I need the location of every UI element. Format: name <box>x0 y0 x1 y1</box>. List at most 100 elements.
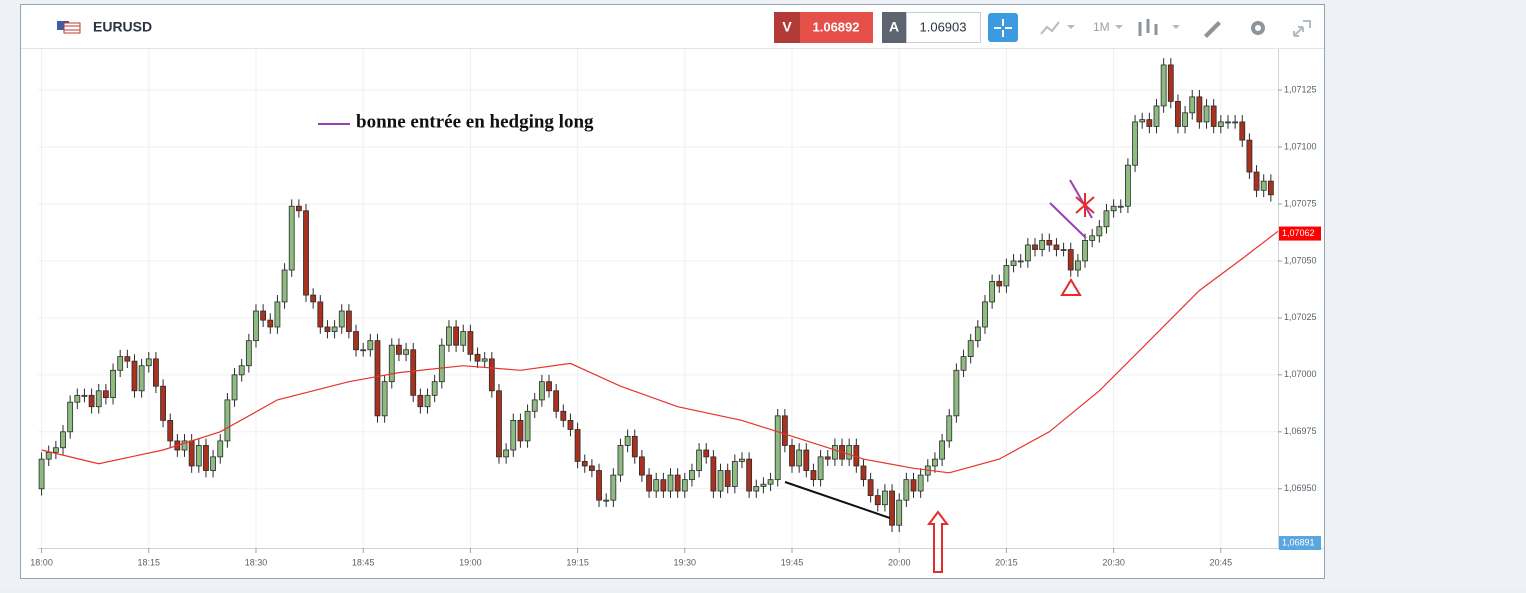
candle-body <box>610 474 617 501</box>
candle-body <box>889 490 895 526</box>
candle-body <box>653 479 660 492</box>
candle-body <box>474 353 481 362</box>
trend-line <box>784 481 891 519</box>
chart-type-icon[interactable] <box>1040 21 1060 35</box>
y-tick-label: 1,07125 <box>1284 84 1317 94</box>
candle-body <box>1039 239 1046 250</box>
candle-body <box>1046 239 1053 246</box>
candle-body <box>896 499 903 526</box>
candle-body <box>231 374 238 401</box>
candle-body <box>617 445 624 476</box>
candle-body <box>681 479 688 492</box>
candle-body <box>717 470 724 492</box>
candle-body <box>946 415 953 442</box>
candle-body <box>281 269 288 303</box>
candle-body <box>746 458 753 492</box>
fullscreen-icon[interactable] <box>1293 20 1311 37</box>
candle-body <box>1239 121 1246 141</box>
candle-body <box>932 458 938 467</box>
candle-body <box>203 445 209 471</box>
buy-price-box[interactable] <box>906 12 981 43</box>
candle-body <box>1203 105 1210 123</box>
candle-body <box>731 461 738 487</box>
candle-body <box>882 490 888 506</box>
candle-body <box>102 390 109 399</box>
draw-icon[interactable] <box>1204 21 1221 38</box>
x-tick-label: 20:30 <box>1102 557 1125 567</box>
candle-body <box>496 390 502 458</box>
candle-body <box>996 281 1003 287</box>
candle-body <box>974 326 981 342</box>
annotation: bonne entrée en hedging long <box>356 111 594 132</box>
candle-body <box>446 326 452 346</box>
candle-body <box>1167 64 1174 102</box>
candle-body <box>903 479 910 501</box>
dropdown-arrow <box>1115 25 1123 29</box>
toolbar <box>21 5 1324 48</box>
candle-body <box>917 474 924 492</box>
sell-letter-box[interactable] <box>774 12 800 43</box>
candle-body <box>338 310 345 328</box>
price-tag <box>1279 226 1321 241</box>
dropdown-arrow <box>1067 25 1075 29</box>
candle-body <box>789 445 795 467</box>
candle-body <box>581 461 588 467</box>
candle-body <box>153 358 159 387</box>
sell-price-box[interactable] <box>800 12 873 43</box>
candle-body <box>181 440 188 451</box>
candle-body <box>774 415 781 481</box>
candle-body <box>1096 226 1103 237</box>
candle-body <box>481 358 488 362</box>
candle-body <box>1067 249 1074 271</box>
buy-letter-box[interactable] <box>882 12 906 43</box>
candle-body <box>38 458 45 490</box>
candle-body <box>117 356 124 371</box>
candle-body <box>274 301 281 328</box>
candle-body <box>460 331 467 346</box>
candle-body <box>567 420 574 430</box>
candle-body <box>453 326 459 346</box>
candle-body <box>1117 205 1124 208</box>
grid: 1,06950 1,06975 1,07000 1,07025 1,07050 1,070… <box>30 49 1317 567</box>
symbol[interactable]: EURUSD <box>93 19 152 35</box>
x-tick-label: 20:00 <box>888 557 911 567</box>
candle-body <box>524 410 531 442</box>
x-tick-label: 18:45 <box>352 557 375 567</box>
sell-price[interactable]: 1.06892 <box>813 19 860 34</box>
candle-body <box>538 381 545 401</box>
candle-body <box>360 349 367 352</box>
candle-body <box>88 394 95 408</box>
candle-body <box>603 499 610 502</box>
candle-body <box>1010 260 1017 266</box>
candle-body <box>631 435 638 458</box>
candle-body <box>1232 121 1239 124</box>
candle-body <box>939 440 945 460</box>
candle-body <box>317 301 324 328</box>
cross-mark <box>1075 193 1095 217</box>
candle-body <box>145 358 152 367</box>
candle-body <box>674 474 681 492</box>
y-tick-label: 1,07075 <box>1284 198 1317 208</box>
candle-body <box>982 301 988 328</box>
chart-frame <box>20 4 1325 579</box>
candle-body <box>60 431 66 449</box>
buy-price[interactable]: 1.06903 <box>920 19 967 34</box>
candle-body <box>295 205 302 212</box>
timeframe[interactable]: 1M <box>1093 20 1110 34</box>
candles-icon[interactable] <box>1138 19 1158 36</box>
candle-body <box>1160 64 1167 107</box>
hedge-line <box>1049 202 1087 239</box>
candle-body <box>224 399 231 442</box>
candle-body <box>1153 105 1160 127</box>
candle-body <box>267 319 274 328</box>
crosshair-button[interactable] <box>988 13 1018 42</box>
candle-body <box>553 390 560 412</box>
y-tick-label: 1,07025 <box>1284 312 1317 322</box>
x-tick-label: 19:45 <box>781 557 804 567</box>
buy-letter[interactable]: A <box>889 19 899 35</box>
candle-body <box>353 331 359 351</box>
candle-body <box>689 470 695 481</box>
x-tick-label: 19:00 <box>459 557 482 567</box>
sell-letter[interactable]: V <box>782 19 792 35</box>
